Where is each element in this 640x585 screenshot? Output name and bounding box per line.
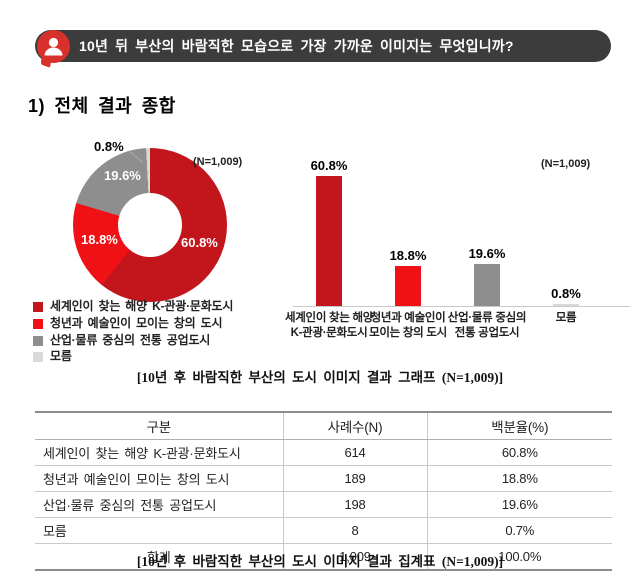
legend-swatch-gray	[33, 335, 43, 346]
question-bar: 10년 뒤 부산의 바람직한 모습으로 가장 가까운 이미지는 무엇입니까?	[35, 30, 611, 63]
pie-label-moreum: 0.8%	[94, 139, 124, 154]
total-label: 합계	[35, 543, 283, 571]
pie-label-youth: 18.8%	[81, 232, 118, 247]
person-bubble-icon	[37, 30, 70, 63]
row-pct: 0.7%	[426, 517, 612, 544]
pie-label-global: 60.8%	[181, 235, 218, 250]
bar-value-label: 19.6%	[468, 246, 506, 261]
bar-value-label: 60.8%	[310, 158, 348, 173]
bar-moreum	[553, 304, 579, 306]
bar-sample-note: (N=1,009)	[541, 158, 591, 170]
donut-hole	[118, 193, 182, 257]
person-icon	[44, 37, 63, 56]
col-header-n: 사례수(N)	[282, 411, 427, 440]
graph-caption: [10년 후 바람직한 부산의 도시 이미지 결과 그래프 (N=1,009)]	[136, 370, 504, 385]
table-header-row: 구분 사례수(N) 백분율(%)	[35, 411, 612, 440]
row-label: 세계인이 찾는 해양 K-관광·문화도시	[35, 439, 283, 466]
pie-sample-note: (N=1,009)	[193, 156, 243, 168]
col-header-category: 구분	[35, 411, 283, 440]
bar-group: 60.8%	[289, 158, 369, 306]
bar-category-label: 세계인이 찾는 해양 K-관광·문화도시	[284, 312, 374, 339]
legend-label: 청년과 예술인이 모이는 창의 도시	[50, 315, 223, 330]
row-n: 614	[282, 439, 427, 466]
legend-swatch-dark-red	[33, 302, 43, 312]
row-label: 산업·물류 중심의 전통 공업도시	[35, 491, 283, 518]
row-n: 198	[282, 491, 427, 518]
bar-global	[316, 176, 342, 306]
pie-label-industry: 19.6%	[104, 168, 141, 183]
table-row: 세계인이 찾는 해양 K-관광·문화도시 614 60.8%	[35, 439, 612, 466]
table-total-row: 합계 1,009 100.0%	[35, 543, 612, 571]
legend-swatch-light-gray	[33, 352, 43, 363]
table-row: 모름 8 0.7%	[35, 517, 612, 544]
bar-group: 18.8%	[368, 248, 448, 306]
legend-item: 청년과 예술인이 모이는 창의 도시	[33, 315, 283, 331]
bar-value-label: 0.8%	[551, 286, 581, 301]
section-title: 1) 전체 결과 종합	[28, 96, 176, 116]
legend-item: 산업·물류 중심의 전통 공업도시	[33, 332, 283, 348]
legend-item: 모름	[33, 350, 283, 364]
legend-label: 모름	[50, 349, 72, 364]
legend-item: 세계인이 찾는 해양 K-관광·문화도시	[33, 299, 283, 314]
legend-swatch-bright-red	[33, 318, 43, 329]
chart-legend: 세계인이 찾는 해양 K-관광·문화도시 청년과 예술인이 모이는 창의 도시 …	[33, 299, 283, 367]
row-pct: 19.6%	[426, 491, 612, 518]
bar-category-label: 모름	[555, 312, 577, 324]
bar-industry	[474, 264, 500, 306]
figure-area: 0.8% 19.6% 18.8% 60.8% (N=1,009) 세계인이 찾는…	[0, 130, 640, 375]
col-header-pct: 백분율(%)	[426, 411, 612, 440]
row-label: 모름	[35, 517, 283, 544]
row-n: 8	[282, 517, 427, 544]
row-n: 189	[282, 465, 427, 492]
bar-chart-axis	[293, 306, 630, 307]
bar-group: 19.6%	[447, 246, 527, 306]
bar-group: 0.8%	[526, 286, 606, 306]
results-table: 구분 사례수(N) 백분율(%) 세계인이 찾는 해양 K-관광·문화도시 61…	[35, 411, 612, 571]
bar-category-label: 산업·물류 중심의 전통 공업도시	[447, 312, 527, 339]
table-row: 청년과 예술인이 모이는 창의 도시 189 18.8%	[35, 465, 612, 492]
bar-category-label: 청년과 예술인이 모이는 창의 도시	[369, 312, 447, 339]
row-label: 청년과 예술인이 모이는 창의 도시	[35, 465, 283, 492]
total-pct: 100.0%	[426, 543, 612, 571]
bar-youth	[395, 266, 421, 306]
table-row: 산업·물류 중심의 전통 공업도시 198 19.6%	[35, 491, 612, 518]
legend-label: 세계인이 찾는 해양 K-관광·문화도시	[50, 299, 234, 313]
question-text: 10년 뒤 부산의 바람직한 모습으로 가장 가까운 이미지는 무엇입니까?	[79, 38, 514, 54]
total-n: 1,009	[282, 543, 427, 571]
legend-label: 산업·물류 중심의 전통 공업도시	[50, 332, 211, 347]
row-pct: 60.8%	[426, 439, 612, 466]
row-pct: 18.8%	[426, 465, 612, 492]
table-caption: [10년 후 바람직한 부산의 도시 이미지 결과 집계표 (N=1,009)]	[136, 554, 504, 569]
bar-value-label: 18.8%	[389, 248, 427, 263]
